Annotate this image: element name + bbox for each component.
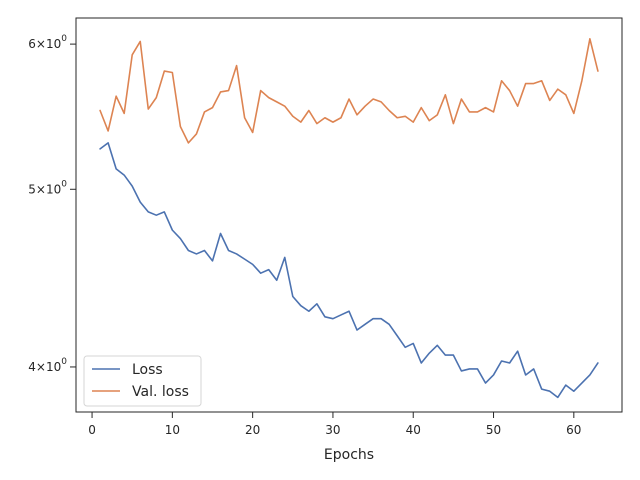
x-tick-label: 0	[88, 423, 96, 437]
series-line-val-loss	[99, 38, 599, 144]
y-tick-base: 5	[28, 182, 36, 196]
y-tick-exponent: 0	[61, 179, 67, 189]
series-layer	[99, 38, 599, 399]
y-tick-exponent: 0	[61, 357, 67, 367]
y-tick-power-base: 10	[46, 360, 61, 374]
y-tick-label: 6×100	[28, 34, 67, 51]
y-tick-times: ×	[36, 182, 46, 196]
x-tick-label: 20	[245, 423, 260, 437]
x-tick-label: 10	[165, 423, 180, 437]
y-tick-base: 6	[28, 37, 36, 51]
x-tick-label: 30	[325, 423, 340, 437]
y-tick-base: 4	[28, 360, 36, 374]
y-tick-times: ×	[36, 360, 46, 374]
plot-frame	[75, 17, 623, 413]
y-tick-label: 4×100	[28, 357, 67, 374]
x-tick-label: 50	[486, 423, 501, 437]
legend-label: Val. loss	[132, 384, 189, 400]
y-tick-times: ×	[36, 37, 46, 51]
x-axis-title: Epochs	[324, 447, 374, 463]
x-axis: 0 10 20 30 40 50 60	[88, 412, 581, 437]
y-tick-power-base: 10	[46, 182, 61, 196]
series-line-loss	[99, 142, 599, 399]
y-tick-power-base: 10	[46, 37, 61, 51]
x-tick-label: 60	[566, 423, 581, 437]
legend: Loss Val. loss	[83, 355, 202, 407]
legend-label: Loss	[132, 362, 163, 378]
x-tick-label: 40	[406, 423, 421, 437]
y-tick-label: 5×100	[28, 179, 67, 196]
y-tick-exponent: 0	[61, 34, 67, 44]
